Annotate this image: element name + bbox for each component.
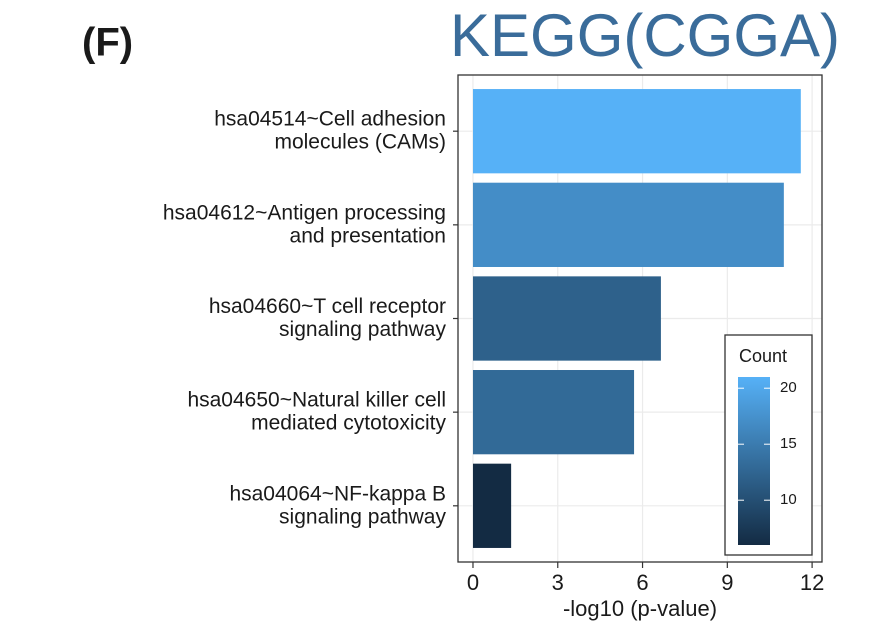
y-tick-label: hsa04650~Natural killer cell xyxy=(187,389,446,412)
chart-title: KEGG(CGGA) xyxy=(450,2,840,69)
plot-border xyxy=(457,74,823,563)
x-tick-label: 6 xyxy=(636,570,648,595)
x-tick-label: 0 xyxy=(467,570,479,595)
y-tick-label: hsa04064~NF-kappa B xyxy=(229,482,446,505)
bar xyxy=(472,89,801,174)
colorbar-tick-label: 10 xyxy=(780,491,797,508)
y-tick-label: signaling pathway xyxy=(279,318,446,341)
bar xyxy=(472,276,661,361)
y-tick-label: signaling pathway xyxy=(279,505,446,528)
y-tick-label: and presentation xyxy=(290,224,446,247)
x-tick-label: 9 xyxy=(721,570,733,595)
y-tick-label: hsa04612~Antigen processing xyxy=(163,201,446,224)
x-axis-label: -log10 (p-value) xyxy=(563,596,717,621)
y-tick-label: hsa04660~T cell receptor xyxy=(209,295,446,318)
y-tick-label: hsa04514~Cell adhesion xyxy=(214,108,446,131)
colorbar xyxy=(738,377,770,545)
panel-label: (F) xyxy=(82,21,133,65)
x-tick-label: 12 xyxy=(800,570,824,595)
bar xyxy=(472,182,784,267)
bar xyxy=(472,370,635,455)
x-tick-label: 3 xyxy=(552,570,564,595)
colorbar-tick-label: 15 xyxy=(780,435,797,452)
y-tick-label: molecules (CAMs) xyxy=(274,131,446,154)
y-tick-label: mediated cytotoxicity xyxy=(251,412,446,435)
bar xyxy=(472,463,512,548)
legend-title: Count xyxy=(739,346,787,366)
colorbar-tick-label: 20 xyxy=(780,379,797,396)
